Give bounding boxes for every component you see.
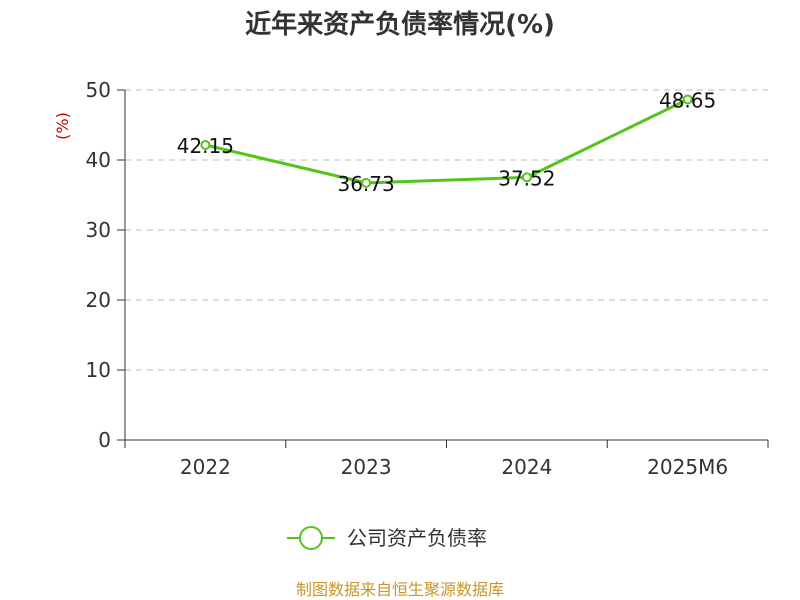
series-line xyxy=(205,98,689,185)
y-axis-label: (%) xyxy=(53,112,72,140)
chart-title: 近年来资产负债率情况(%) xyxy=(245,9,555,40)
y-tick-label: 30 xyxy=(86,218,111,242)
data-label: 36.73 xyxy=(337,172,394,196)
data-label: 42.15 xyxy=(177,134,234,158)
y-tick-label: 20 xyxy=(86,288,111,312)
grid-lines xyxy=(125,89,768,371)
legend-marker-icon xyxy=(299,526,323,550)
x-tick-label: 2024 xyxy=(501,455,552,479)
series-layer: 42.15 36.73 37.52 48.65 xyxy=(177,88,717,195)
data-point[interactable] xyxy=(682,94,693,105)
data-point[interactable] xyxy=(361,177,372,188)
y-tick-label: 40 xyxy=(86,148,111,172)
axes: 0 10 20 30 40 50 2022 2023 2024 2025M6 xyxy=(86,78,769,479)
legend[interactable]: 公司资产负债率 xyxy=(287,526,487,550)
data-point[interactable] xyxy=(521,172,532,183)
y-tick-label: 50 xyxy=(86,78,111,102)
legend-label[interactable]: 公司资产负债率 xyxy=(347,526,487,550)
x-tick-label: 2025M6 xyxy=(647,455,728,479)
x-tick-label: 2022 xyxy=(180,455,231,479)
data-point[interactable] xyxy=(200,139,211,150)
data-label: 37.52 xyxy=(498,166,555,190)
x-tick-label: 2023 xyxy=(341,455,392,479)
y-tick-label: 10 xyxy=(86,358,111,382)
source-note: 制图数据来自恒生聚源数据库 xyxy=(296,580,504,599)
y-tick-label: 0 xyxy=(98,428,111,452)
data-label: 48.65 xyxy=(659,88,716,112)
